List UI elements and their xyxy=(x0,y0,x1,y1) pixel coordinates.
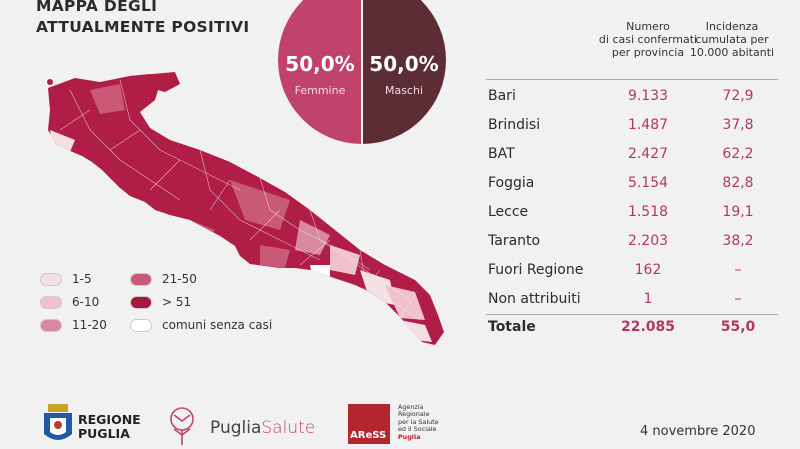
aress-acronym: AReSS xyxy=(350,430,387,441)
pie-divider xyxy=(361,0,363,144)
legend-label: comuni senza casi xyxy=(162,318,273,332)
table-total-row: Totale 22.085 55,0 xyxy=(488,319,778,345)
table-row: Non attribuiti 1 – xyxy=(488,291,778,317)
province-incidence: 82,8 xyxy=(722,175,754,191)
table-row: Taranto 2.203 38,2 xyxy=(488,233,778,259)
province-cases: 5.154 xyxy=(627,175,669,191)
table-row: Fuori Regione 162 – xyxy=(488,262,778,288)
province-incidence: – xyxy=(734,262,742,278)
province-incidence: 37,8 xyxy=(722,117,754,133)
legend-label: 21-50 xyxy=(162,272,197,286)
page-title: MAPPA DEGLI ATTUALMENTE POSITIVI xyxy=(36,0,249,38)
legend-item-21-50: 21-50 xyxy=(130,272,197,286)
legend-swatch xyxy=(130,295,152,309)
table-row: Foggia 5.154 82,8 xyxy=(488,175,778,201)
table-row: Bari 9.133 72,9 xyxy=(488,88,778,114)
total-cases: 22.085 xyxy=(620,319,676,335)
province-name: Taranto xyxy=(488,233,541,249)
province-name: BAT xyxy=(488,146,515,162)
legend-item-over-51: > 51 xyxy=(130,295,191,309)
table-row: BAT 2.427 62,2 xyxy=(488,146,778,172)
column-header-cases: Numero di casi confermati per provincia xyxy=(598,20,698,59)
legend-label: 6-10 xyxy=(72,295,100,309)
aress-line: Puglia xyxy=(398,432,421,441)
table-top-divider xyxy=(486,79,778,80)
title-line-2: ATTUALMENTE POSITIVI xyxy=(36,18,250,36)
province-incidence: 72,9 xyxy=(722,88,754,104)
table-row: Brindisi 1.487 37,8 xyxy=(488,117,778,143)
header-line: di casi confermati xyxy=(598,33,698,46)
table-row: Lecce 1.518 19,1 xyxy=(488,204,778,230)
legend-label: > 51 xyxy=(162,295,192,309)
aress-line: ed il Sociale xyxy=(398,425,437,434)
legend-item-6-10: 6-10 xyxy=(40,295,99,309)
wordmark-part-1: Puglia xyxy=(210,418,262,438)
header-line: 10.000 abitanti xyxy=(689,46,775,59)
province-cases: 9.133 xyxy=(627,88,669,104)
crest-icon xyxy=(44,404,72,440)
puglia-salute-logo xyxy=(160,405,204,449)
legend-item-no-cases: comuni senza casi xyxy=(130,318,272,332)
province-name: Brindisi xyxy=(488,117,541,133)
legend-item-1-5: 1-5 xyxy=(40,272,92,286)
header-line: cumulata per xyxy=(695,33,769,46)
map-legend: 1-5 6-10 11-20 21-50 > 51 comuni senza c… xyxy=(40,272,300,342)
aress-line: Agenzia xyxy=(398,403,424,411)
legend-swatch xyxy=(40,318,62,332)
female-label: Femmine xyxy=(294,84,346,97)
puglia-salute-wordmark: PugliaSalute xyxy=(210,418,315,438)
province-cases: 1.487 xyxy=(627,117,669,133)
male-percentage: 50,0% xyxy=(369,52,439,76)
female-half: 50,0% Femmine xyxy=(278,0,362,144)
male-label: Maschi xyxy=(384,84,424,97)
regione-line-2: PUGLIA xyxy=(78,426,130,441)
province-name: Fuori Regione xyxy=(488,262,584,278)
legend-item-11-20: 11-20 xyxy=(40,318,107,332)
regione-puglia-crest xyxy=(42,404,74,445)
wordmark-part-2: Salute xyxy=(261,418,316,438)
gender-pie: 50,0% Femmine 50,0% Maschi xyxy=(278,0,446,144)
female-percentage: 50,0% xyxy=(285,52,355,76)
legend-swatch xyxy=(40,295,62,309)
total-incidence: 55,0 xyxy=(720,319,756,335)
header-line: Incidenza xyxy=(705,20,759,33)
province-cases: 1 xyxy=(643,291,653,307)
province-name: Bari xyxy=(488,88,516,104)
province-cases: 2.203 xyxy=(627,233,669,249)
province-name: Non attribuiti xyxy=(488,291,581,307)
header-line: per provincia xyxy=(611,46,685,59)
province-name: Lecce xyxy=(488,204,529,220)
regione-puglia-logo: REGIONE PUGLIA xyxy=(78,413,141,441)
report-date: 4 novembre 2020 xyxy=(640,424,756,439)
title-line-1: MAPPA DEGLI xyxy=(36,0,158,15)
province-incidence: 19,1 xyxy=(722,204,754,220)
legend-swatch xyxy=(130,318,152,332)
aress-line: Regionale xyxy=(398,410,430,419)
header-line: Numero xyxy=(626,20,670,33)
total-label: Totale xyxy=(488,319,536,335)
aress-line: per la Salute xyxy=(398,417,439,426)
province-cases: 1.518 xyxy=(627,204,669,220)
legend-swatch xyxy=(40,272,62,286)
province-incidence: 38,2 xyxy=(722,233,754,249)
province-name: Foggia xyxy=(488,175,535,191)
column-header-incidence: Incidenza cumulata per 10.000 abitanti xyxy=(682,20,782,59)
legend-label: 1-5 xyxy=(72,272,92,286)
puglia-map xyxy=(47,72,444,345)
male-half: 50,0% Maschi xyxy=(362,0,446,144)
regione-line-1: REGIONE xyxy=(78,412,141,427)
aress-logo-block: AReSS xyxy=(348,404,390,444)
province-incidence: – xyxy=(734,291,742,307)
province-incidence: 62,2 xyxy=(722,146,754,162)
province-cases: 2.427 xyxy=(627,146,669,162)
legend-label: 11-20 xyxy=(72,318,107,332)
legend-swatch xyxy=(130,272,152,286)
table-total-divider xyxy=(486,314,778,315)
tree-icon xyxy=(170,407,194,445)
aress-text: Agenzia Regionale per la Salute ed il So… xyxy=(398,403,439,441)
province-cases: 162 xyxy=(634,262,662,278)
